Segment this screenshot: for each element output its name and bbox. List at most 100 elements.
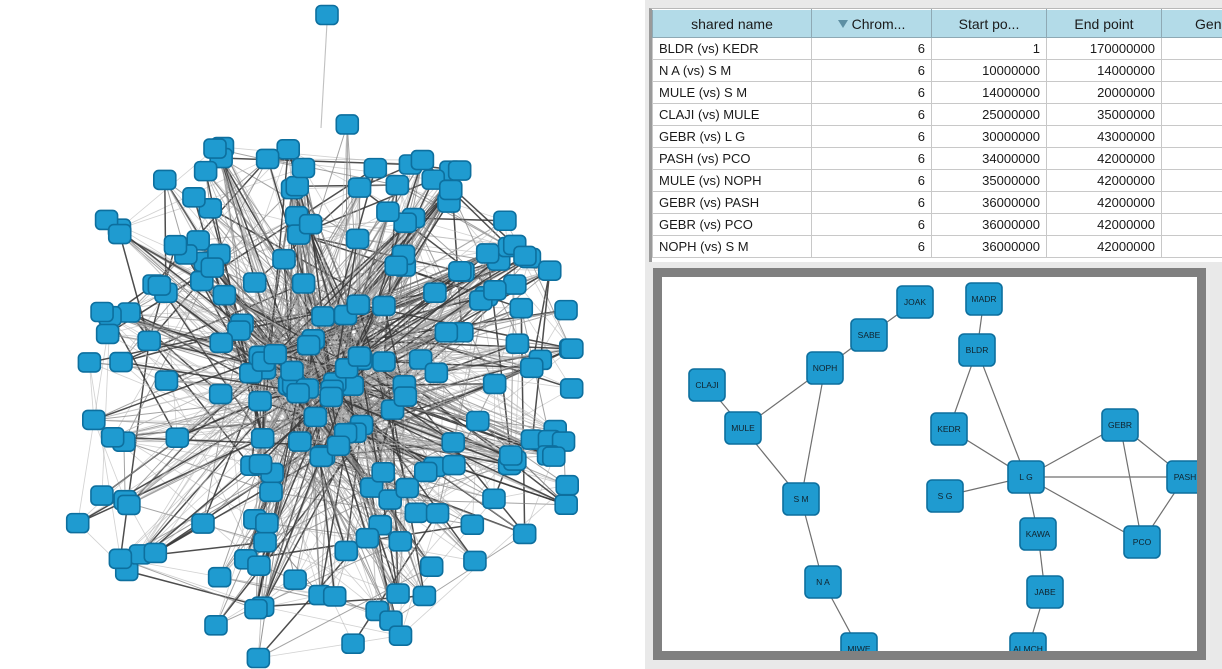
hairball-node-103[interactable] — [248, 390, 272, 412]
subnetwork-node-SM[interactable]: S M — [782, 482, 820, 516]
subnetwork-node-KAWA[interactable]: KAWA — [1019, 517, 1057, 551]
hairball-edge[interactable] — [258, 566, 432, 659]
hairball-node-171[interactable] — [441, 432, 466, 453]
subnetwork-node-KEDR[interactable]: KEDR — [930, 412, 968, 446]
hairball-edge[interactable] — [165, 292, 333, 391]
hairball-node-170[interactable] — [509, 297, 534, 319]
hairball-node-147[interactable] — [483, 280, 507, 301]
hairball-edge[interactable] — [154, 400, 261, 554]
hairball-edge[interactable] — [177, 400, 261, 439]
subnetwork-node-LG[interactable]: L G — [1007, 460, 1045, 494]
edge-data-table[interactable]: shared name Chrom... Start po... — [652, 9, 1222, 258]
hairball-edge[interactable] — [202, 523, 399, 594]
table-scroll-area[interactable]: shared name Chrom... Start po... — [649, 8, 1222, 264]
hairball-edge[interactable] — [528, 257, 572, 349]
hairball-node-163[interactable] — [505, 333, 530, 354]
hairball-edge[interactable] — [262, 396, 332, 607]
hairball-node-67[interactable] — [227, 320, 251, 341]
hairball-node-27[interactable] — [276, 139, 301, 160]
hairball-edge[interactable] — [93, 400, 261, 421]
hairball-edge[interactable] — [331, 124, 348, 390]
hairball-edge[interactable] — [154, 454, 324, 554]
hairball-node-50[interactable] — [554, 494, 578, 516]
hairball-node-161[interactable] — [326, 435, 351, 457]
hairball-edge[interactable] — [124, 392, 299, 501]
hairball-node-124[interactable] — [376, 201, 400, 223]
hairball-node-192[interactable] — [410, 149, 435, 171]
hairball-node-167[interactable] — [191, 513, 215, 534]
hairball-edge[interactable] — [359, 356, 549, 456]
hairball-node-195[interactable] — [541, 446, 566, 467]
hairball-node-48[interactable] — [311, 306, 335, 327]
subnetwork-node-MIWE[interactable]: MIWE — [840, 632, 878, 651]
hairball-edge[interactable] — [477, 348, 573, 422]
table-row[interactable]: MULE (vs) NOPH6350000004200000010.5 — [652, 169, 1222, 192]
hairball-node-120[interactable] — [209, 332, 234, 354]
hairball-edge[interactable] — [359, 257, 530, 357]
table-row[interactable]: NOPH (vs) S M636000000420000009.9 — [652, 235, 1222, 258]
hairball-node-143[interactable] — [263, 343, 287, 365]
hairball-node-172[interactable] — [272, 248, 296, 270]
hairball-edge[interactable] — [128, 396, 332, 506]
hairball-node-141[interactable] — [371, 461, 395, 483]
hairball-edge[interactable] — [126, 355, 261, 572]
hairball-edge[interactable] — [205, 170, 310, 346]
hairball-node-108[interactable] — [200, 257, 225, 278]
hairball-node-144[interactable] — [475, 243, 500, 264]
hairball-node-71[interactable] — [463, 550, 487, 572]
hairball-edge[interactable] — [219, 576, 378, 612]
hairball-node-110[interactable] — [250, 427, 275, 449]
hairball-node-82[interactable] — [280, 360, 304, 382]
table-row[interactable]: CLAJI (vs) MULE625000000350000005.9 — [652, 103, 1222, 126]
hairball-edge[interactable] — [358, 356, 401, 542]
hairball-node-55[interactable] — [447, 160, 472, 181]
subnetwork-node-MADR[interactable]: MADR — [965, 282, 1003, 316]
hairball-edge[interactable] — [219, 396, 406, 578]
subnetwork-node-PASH[interactable]: PASH — [1166, 460, 1197, 494]
table-row[interactable]: GEBR (vs) L G6300000004300000016.9 — [652, 125, 1222, 148]
hairball-node-1[interactable] — [154, 370, 179, 391]
subnetwork-node-SG[interactable]: S G — [926, 479, 964, 513]
hairball-node-5[interactable] — [404, 502, 429, 524]
hairball-node-130[interactable] — [554, 299, 578, 321]
hairball-node-173[interactable] — [193, 160, 218, 182]
hairball-edge[interactable] — [359, 356, 564, 442]
hairball-node-78[interactable] — [385, 174, 410, 196]
hairball-edge[interactable] — [390, 533, 525, 622]
hairball-edge[interactable] — [88, 362, 121, 559]
hairball-edge[interactable] — [262, 437, 425, 597]
hairball-node-191[interactable] — [395, 477, 420, 499]
hairball-node-148[interactable] — [513, 245, 537, 267]
hairball-node-135[interactable] — [560, 338, 584, 359]
hairball-node-56[interactable] — [424, 362, 449, 384]
hairball-edge[interactable] — [263, 361, 392, 621]
hairball-edge[interactable] — [165, 292, 264, 439]
hairball-edge[interactable] — [346, 367, 533, 440]
edge-table-panel[interactable]: shared name Chrom... Start po... — [645, 0, 1222, 268]
hairball-node-107[interactable] — [555, 474, 579, 496]
hairball-node-70[interactable] — [309, 446, 334, 468]
hairball-node-4[interactable] — [460, 514, 485, 536]
hairball-node-32[interactable] — [81, 409, 106, 431]
hairball-node-104[interactable] — [378, 489, 402, 510]
hairball-node-169[interactable] — [493, 210, 517, 232]
hairball-node-142[interactable] — [108, 548, 133, 570]
hairball-edge[interactable] — [101, 316, 111, 496]
hairball-edge[interactable] — [262, 445, 339, 607]
hairball-node-35[interactable] — [363, 157, 388, 179]
hairball-edge[interactable] — [346, 124, 353, 386]
subnetwork-edge[interactable] — [1119, 424, 1143, 543]
hairball-edge[interactable] — [334, 381, 555, 458]
table-row[interactable]: GEBR (vs) PASH636000000420000008.9 — [652, 191, 1222, 214]
table-row[interactable]: BLDR (vs) KEDR61170000000192.0 — [652, 37, 1222, 60]
column-header-shared-name[interactable]: shared name — [652, 9, 812, 38]
hairball-edge[interactable] — [261, 356, 361, 607]
subnetwork-node-NA[interactable]: N A — [804, 565, 842, 599]
hairball-node-87[interactable] — [388, 625, 413, 646]
hairball-node-160[interactable] — [255, 512, 279, 534]
hairball-node-39[interactable] — [512, 523, 537, 545]
hairball-edge[interactable] — [320, 456, 399, 594]
hairball-node-177[interactable] — [212, 284, 237, 306]
subnetwork-node-MULE[interactable]: MULE — [724, 411, 762, 445]
hairball-node-158[interactable] — [117, 494, 141, 516]
